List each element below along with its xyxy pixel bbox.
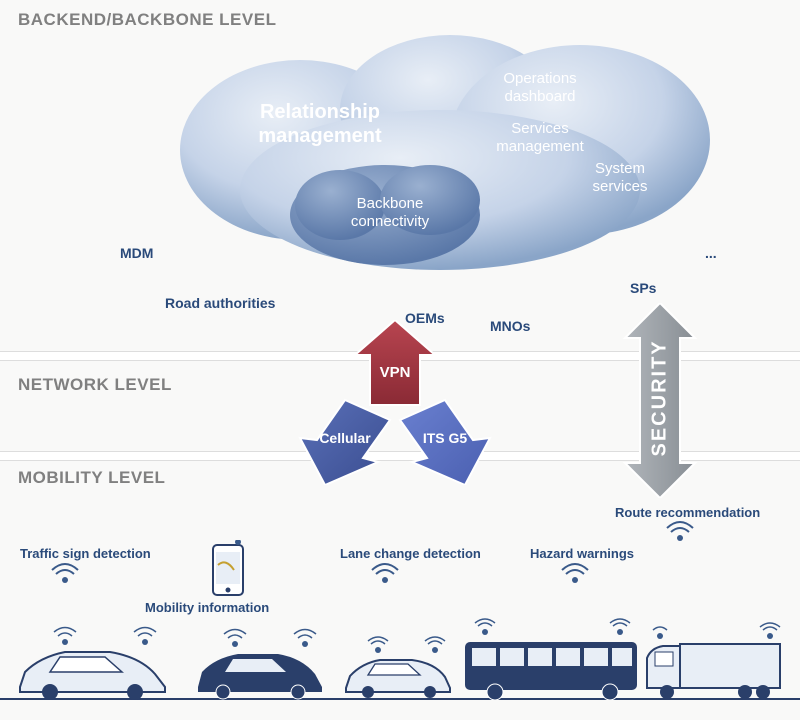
- level-network: NETWORK LEVEL: [18, 375, 172, 395]
- level-backend: BACKEND/BACKBONE LEVEL: [18, 10, 276, 30]
- signal-icon: [50, 560, 80, 585]
- cloud-services-mgmt: Servicesmanagement: [480, 120, 600, 156]
- net-cellular: Cellular: [310, 430, 380, 446]
- ext-mdm: MDM: [120, 245, 153, 261]
- cloud-operations: Operationsdashboard: [480, 70, 600, 106]
- cloud-backbone: Backboneconnectivity: [330, 195, 450, 231]
- signal-icon: [370, 560, 400, 585]
- net-security: SECURITY: [649, 347, 672, 457]
- cloud-relationship: Relationshipmanagement: [240, 100, 400, 148]
- signal-icon: [665, 518, 695, 543]
- main-cloud: [160, 30, 720, 270]
- arrow-hub: [275, 320, 515, 485]
- mob-traffic-sign: Traffic sign detection: [20, 546, 151, 561]
- net-vpn: VPN: [375, 364, 415, 381]
- signal-icon: [560, 560, 590, 585]
- mob-hazard: Hazard warnings: [530, 546, 634, 561]
- ext-road: Road authorities: [165, 295, 275, 311]
- vehicles: [10, 612, 790, 700]
- cloud-system-services: Systemservices: [570, 160, 670, 196]
- mob-lane-change: Lane change detection: [340, 546, 481, 561]
- net-its: ITS G5: [410, 430, 480, 446]
- ext-ellipsis: ...: [705, 245, 717, 261]
- phone-icon: [208, 540, 248, 600]
- level-mobility: MOBILITY LEVEL: [18, 468, 165, 488]
- ext-sps: SPs: [630, 280, 656, 296]
